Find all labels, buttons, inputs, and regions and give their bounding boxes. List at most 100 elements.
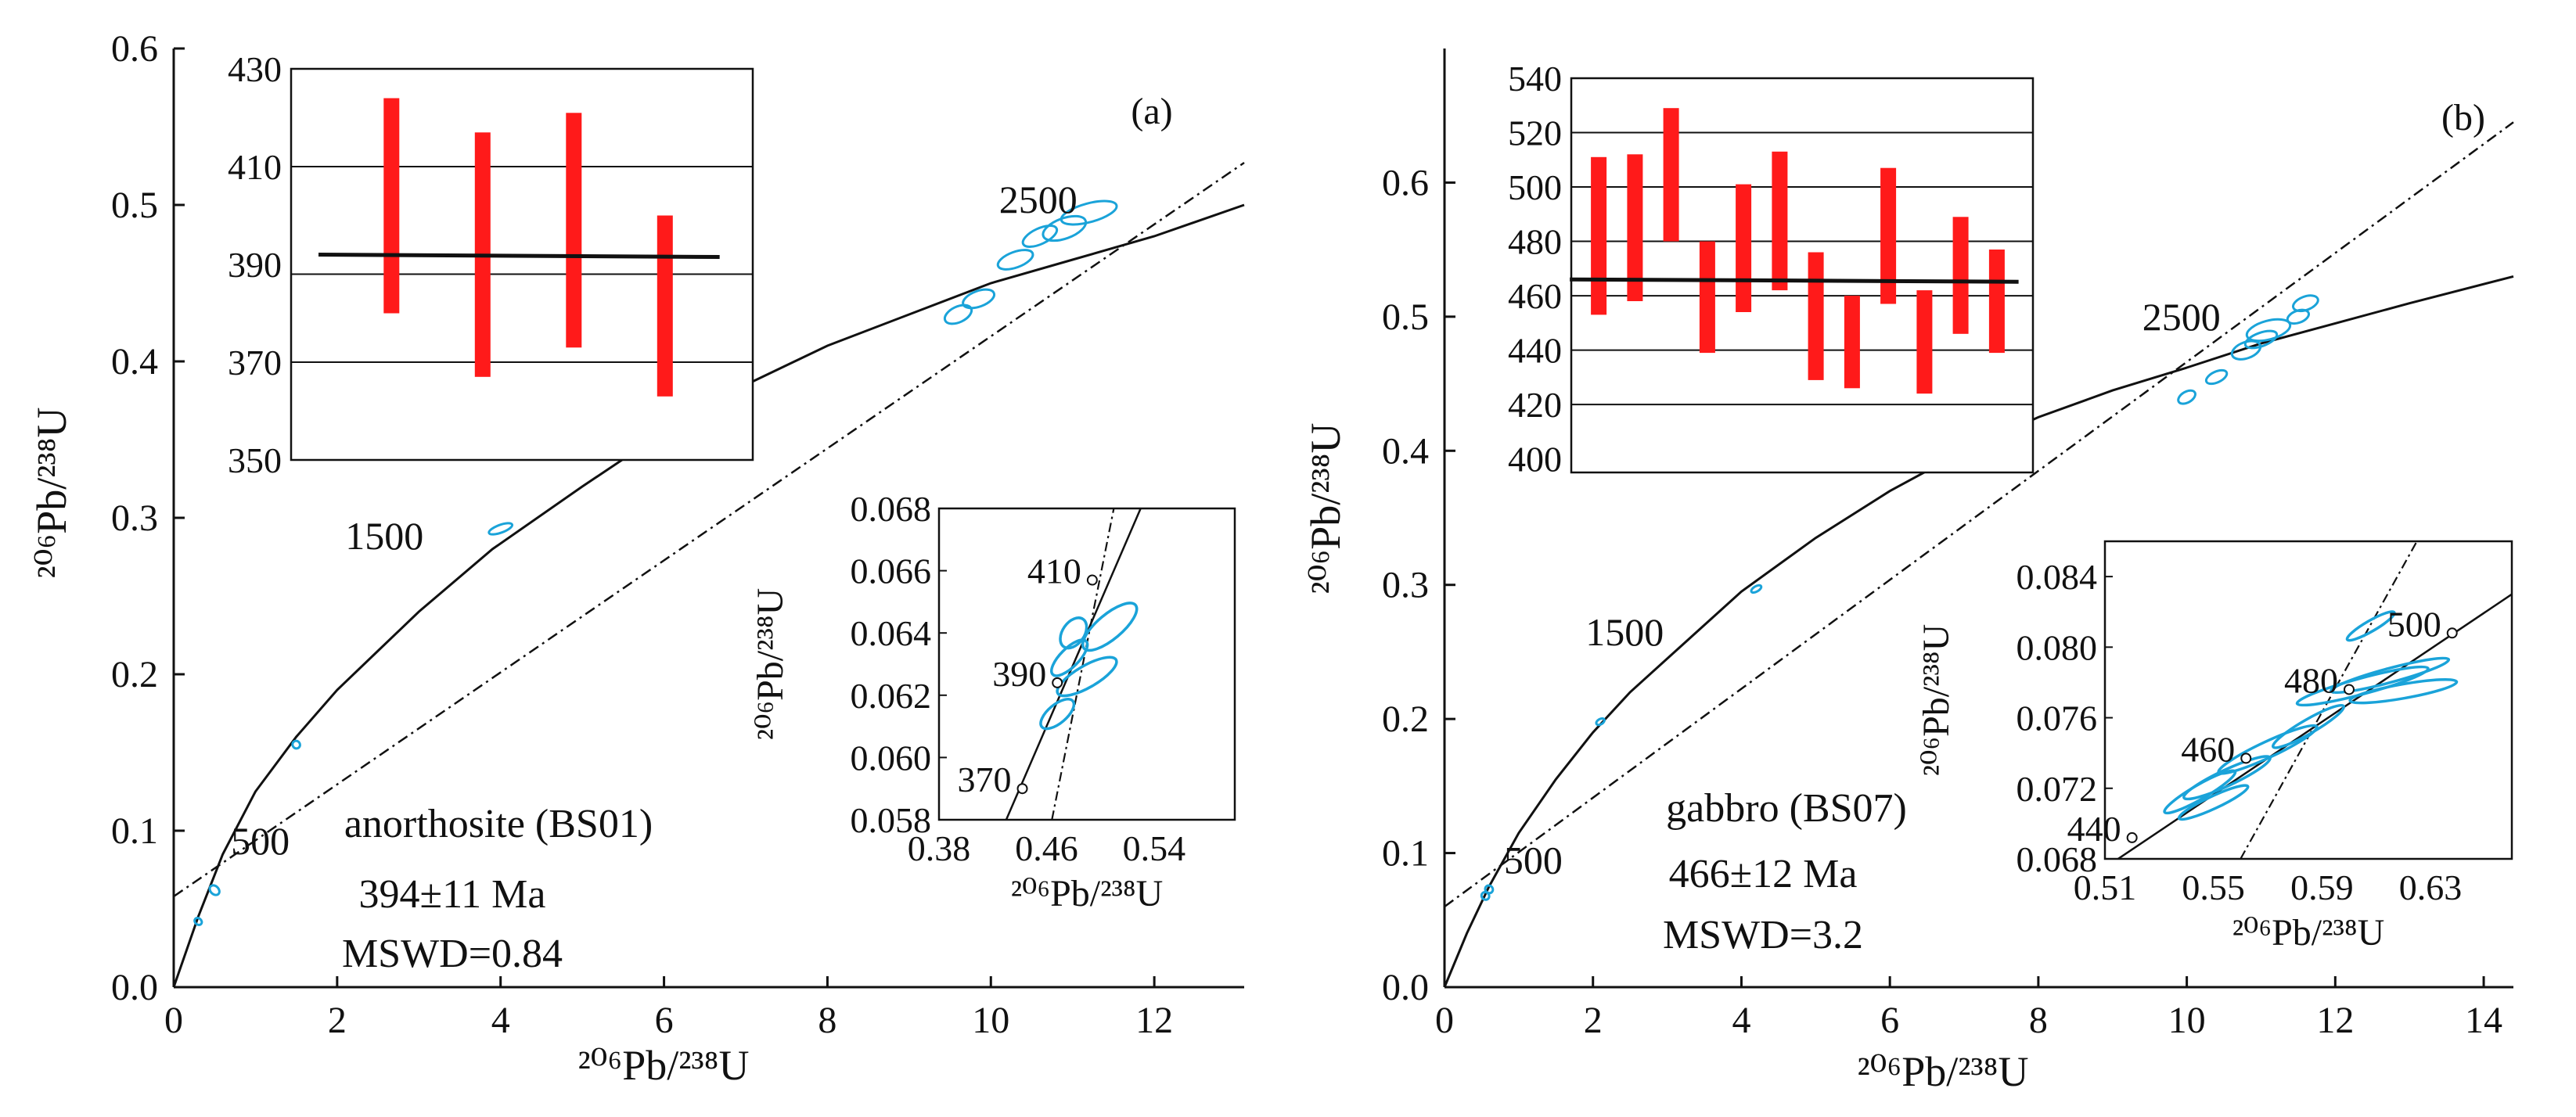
panel-b-inset-analysis-ellipse	[2348, 678, 2459, 705]
panel-b-analysis-ellipse	[2204, 368, 2229, 386]
panel-a-bar-inset-tick-label: 370	[228, 343, 282, 383]
panel-b-bar-inset-tick-label: 540	[1508, 59, 1562, 99]
panel-b-bar-inset-tick-label: 520	[1508, 113, 1562, 153]
panel-a-age: 394±11 Ma	[359, 872, 546, 917]
panel-a-inset-concordia-curve	[1005, 508, 1142, 820]
panel-a-x-tick-label: 2	[328, 1000, 347, 1041]
panel-a-bar-inset-tick-label: 430	[228, 49, 282, 89]
panel-b-y-tick-label: 0.6	[1382, 162, 1429, 203]
panel-a-y-tick-label: 0.6	[111, 28, 158, 70]
panel-a-inset-analysis-ellipse	[1039, 698, 1076, 731]
panel-b-inset-y-tick-label: 0.068	[2017, 839, 2098, 879]
panel-b-x-tick-label: 8	[2029, 1000, 2048, 1041]
panel-b-age-label: 500	[1504, 838, 1563, 882]
panel-a-bar-inset-tick-label: 390	[228, 245, 282, 285]
panel-a-inset-analysis-ellipse	[1050, 638, 1089, 677]
panel-b-age-bar	[1988, 250, 2005, 354]
panel-b-x-axis-label: ²⁰⁶Pb/²³⁸U	[1858, 1048, 2029, 1095]
panel-a-inset-y-tick-label: 0.058	[851, 800, 932, 840]
panel-a-age-bar	[383, 98, 400, 314]
panel-b-analysis-ellipse	[1484, 884, 1495, 895]
panel-a-bar-inset-tick-label: 350	[228, 440, 282, 480]
panel-b-bar-inset-tick-label: 500	[1508, 167, 1562, 207]
panel-a-age-bar-inset: 350 370 390 410 430	[228, 49, 754, 480]
panel-b-age-bar	[1663, 108, 1679, 242]
panel-a-concordia-curve	[172, 203, 1245, 988]
panel-b-x-tick-label: 4	[1732, 1000, 1750, 1041]
panel-b-inset-analysis-ellipse	[2182, 755, 2272, 801]
panel-b-inset-y-tick-label: 0.072	[2017, 769, 2098, 809]
panel-b-age-bar	[1699, 241, 1715, 354]
panel-b-inset-y-tick-label: 0.080	[2017, 627, 2098, 667]
panel-b-bar-inset-tick-label: 420	[1508, 385, 1562, 425]
panel-b-analysis-ellipse	[2245, 318, 2292, 343]
panel-b-inset-age-marker	[2446, 627, 2458, 639]
panel-b-label: (b)	[2441, 97, 2485, 138]
panel-b-analysis-ellipse	[2243, 329, 2279, 350]
panel-a-x-tick-label: 8	[818, 1000, 836, 1041]
panel-b-age-label: 1500	[1585, 610, 1664, 654]
panel-b-age-bar	[1736, 184, 1752, 312]
panel-b-y-tick-label: 0.1	[1382, 833, 1429, 875]
panel-b-inset-age-label: 500	[2387, 604, 2441, 644]
panel-b-inset-age-label: 440	[2067, 809, 2121, 849]
panel-b-y-tick-label: 0.2	[1382, 699, 1429, 740]
panel-a-rock-name: anorthosite (BS01)	[344, 802, 653, 846]
panel-b-discordia-line	[1444, 121, 2514, 908]
panel-a-mswd: MSWD=0.84	[342, 932, 563, 976]
panel-b-inset-y-axis-label: ²⁰⁶Pb/²³⁸U	[1916, 624, 1957, 777]
panel-a-inset-x-axis-label: ²⁰⁶Pb/²³⁸U	[1011, 873, 1164, 914]
panel-b-y-tick-label: 0.3	[1382, 565, 1429, 606]
panel-b-inset-x-tick-label: 0.51	[2074, 867, 2137, 907]
panel-b-inset-age-label: 480	[2284, 660, 2338, 700]
panel-a-conc-inset-content	[1005, 508, 1142, 820]
panel-b-age-bar	[1844, 296, 1860, 389]
panel-a-analysis-ellipse	[487, 522, 514, 536]
panel-b-analysis-ellipse	[2286, 308, 2311, 325]
panel-b-x-tick-label: 0	[1435, 1000, 1454, 1041]
panel-a-inset-age-label: 410	[1027, 551, 1081, 591]
panel-a-main-plot: 0 2 4 6 8 10 12 0.0 0.1 0.2 0.3 0.4 0.5 0.6 2500 1500 50…	[111, 28, 1245, 1041]
panel-a-age-label: 500	[231, 819, 290, 863]
panel-a-x-tick-label: 10	[972, 1000, 1009, 1041]
panel-b-inset-analysis-ellipse	[2329, 656, 2451, 695]
panel-a-inset-analysis-ellipse	[1059, 616, 1088, 650]
panel-a-inset-y-tick-label: 0.068	[851, 489, 932, 529]
panel-b-main-plot: 0 2 4 6 8 10 12 14 0.0 0.1 0.2 0.3 0.4 0.5 0.6 2500 1500…	[1382, 48, 2514, 1041]
panel-b-x-tick-label: 12	[2316, 1000, 2354, 1041]
panel-a-inset-y-tick-label: 0.064	[851, 613, 932, 653]
panel-b-inset-y-tick-label: 0.084	[2017, 557, 2098, 597]
panel-b-inset-analysis-ellipse	[2177, 784, 2250, 821]
panel-a-analysis-ellipse	[962, 288, 996, 310]
panel-a-x-axis-label: ²⁰⁶Pb/²³⁸U	[578, 1042, 750, 1089]
panel-a-weighted-mean-line	[318, 253, 720, 259]
panel-a-concordia-inset: 370 390 410 0.38 0.46 0.54 0.058 0.060 0.062 0.06…	[750, 489, 1236, 914]
panel-a-y-tick-label: 0.4	[111, 341, 158, 383]
panel-b-age-bar	[1772, 151, 1788, 291]
panel-a-bar-inset-frame	[290, 67, 754, 462]
panel-b-inset-discordia-line	[2240, 541, 2418, 859]
panel-b-conc-inset-frame	[2103, 540, 2513, 860]
panel-a: 0 2 4 6 8 10 12 0.0 0.1 0.2 0.3 0.4 0.5 0.6 2500 1500 50…	[28, 28, 1245, 1089]
panel-a-x-tick-label: 6	[655, 1000, 674, 1041]
panel-a-inset-age-marker	[1016, 783, 1028, 795]
panel-b-inset-concordia-curve	[2116, 593, 2512, 859]
panel-b-age-bar	[1591, 156, 1607, 315]
panel-a-inset-x-tick-label: 0.46	[1015, 828, 1078, 868]
panel-b-bar-inset-tick-label: 400	[1508, 440, 1562, 479]
panel-a-analysis-ellipse	[996, 249, 1034, 271]
panel-a-y-tick-label: 0.5	[111, 185, 158, 226]
panel-b-bar-inset-tick-label: 480	[1508, 222, 1562, 262]
panel-b-analysis-ellipse	[2292, 294, 2319, 313]
panel-b-age-bar	[1916, 290, 1933, 394]
panel-b-analysis-ellipse	[2230, 339, 2262, 361]
panel-a-age-bar	[657, 215, 673, 397]
panel-b-bar-inset-tick-label: 460	[1508, 276, 1562, 316]
panel-b-analysis-ellipse	[1595, 717, 1606, 727]
panel-a-inset-analysis-ellipse	[1056, 655, 1118, 698]
panel-a-age-label: 2500	[999, 178, 1078, 221]
panel-b-age-bar	[1627, 154, 1643, 301]
panel-a-inset-age-label: 390	[992, 654, 1046, 694]
panel-b-mswd: MSWD=3.2	[1663, 913, 1863, 957]
